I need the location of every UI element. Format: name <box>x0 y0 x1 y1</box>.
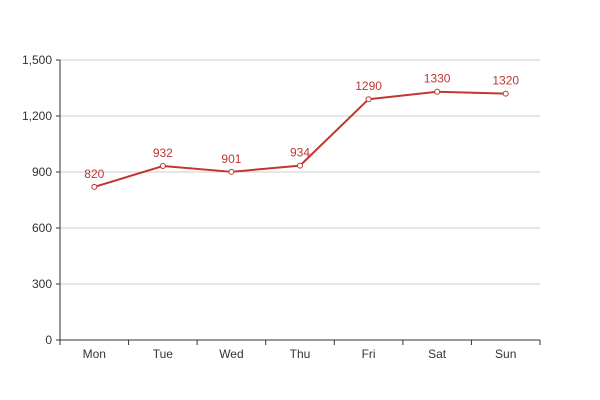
x-tick-label: Sun <box>495 347 516 361</box>
y-tick-label: 900 <box>32 165 52 179</box>
data-point <box>91 183 98 190</box>
x-tick-label: Mon <box>83 347 106 361</box>
x-tick-label: Wed <box>219 347 243 361</box>
y-tick-label: 0 <box>45 333 52 347</box>
grid-lines <box>60 59 540 285</box>
data-point <box>502 90 509 97</box>
x-tick-label: Thu <box>290 347 311 361</box>
data-point <box>159 163 166 170</box>
axes: 0 300 600 900 1,200 1,500 Mon Tue Wed Thu Fri Sat Su… <box>22 53 541 361</box>
series-line <box>93 90 506 188</box>
data-label: 820 <box>84 167 104 181</box>
series <box>91 88 509 190</box>
data-point <box>228 168 235 175</box>
x-tick-label: Sat <box>428 347 447 361</box>
data-label: 1320 <box>492 74 519 88</box>
data-label: 932 <box>153 146 173 160</box>
y-tick-label: 1,200 <box>22 109 52 123</box>
data-label: 901 <box>221 152 241 166</box>
data-point <box>365 96 372 103</box>
data-label: 1290 <box>355 79 382 93</box>
x-tick-label: Tue <box>153 347 174 361</box>
x-tick-label: Fri <box>362 347 376 361</box>
data-point <box>297 162 303 169</box>
data-label: 1330 <box>424 72 451 86</box>
data-point <box>434 88 441 95</box>
data-label: 934 <box>290 146 310 160</box>
y-tick-label: 600 <box>32 221 52 235</box>
y-tick-label: 1,500 <box>22 53 52 67</box>
data-labels: 820 932 901 934 1290 1330 1320 <box>84 72 519 181</box>
y-tick-label: 300 <box>32 277 52 291</box>
